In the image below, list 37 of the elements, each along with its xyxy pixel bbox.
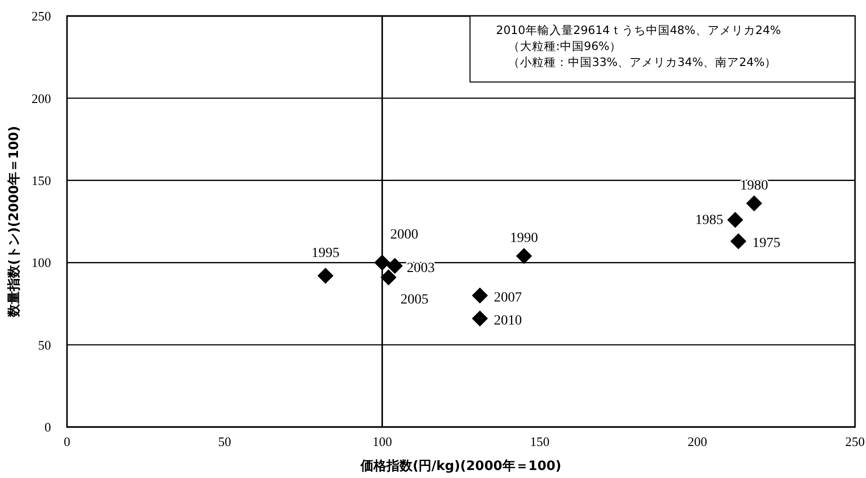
annotation: 2010	[494, 313, 522, 328]
y-tick-label: 0	[44, 420, 51, 435]
y-tick-label: 250	[32, 8, 51, 24]
annotation: （小粒種：中国33%、アメリカ34%、南ア24%）	[508, 55, 777, 69]
y-tick-label: 150	[32, 172, 51, 188]
point	[317, 268, 334, 284]
point	[374, 254, 390, 271]
annotation: 2003	[406, 260, 435, 276]
annotation: （大粒種:中国96%）	[508, 39, 622, 53]
y-axis-title: 数量指数(トン)(2000年＝100)	[7, 126, 22, 318]
point	[380, 269, 397, 286]
x-tick-label: 0	[64, 434, 70, 449]
x-tick-label: 250	[845, 434, 865, 449]
point	[386, 258, 403, 274]
annotation: 2007	[494, 290, 522, 306]
point	[472, 287, 488, 304]
annotation: 1975	[752, 236, 780, 252]
point	[516, 248, 532, 264]
x-tick-label: 150	[530, 434, 550, 449]
annotation: 2010年輸入量29614ｔうち中国48%、アメリカ24%	[496, 23, 782, 37]
annotation: 1995	[311, 246, 340, 261]
annotation: 1990	[510, 231, 538, 246]
y-tick-label: 100	[32, 255, 51, 270]
point	[746, 195, 762, 212]
annotation: 1980	[740, 178, 768, 194]
y-tick-label: 200	[32, 90, 51, 106]
annotation: 2005	[400, 292, 429, 308]
x-tick-label: 100	[372, 434, 392, 449]
y-tick-label: 50	[38, 337, 51, 352]
x-tick-label: 50	[218, 434, 232, 449]
annotation: 1985	[695, 212, 724, 228]
point	[727, 212, 744, 228]
point	[730, 233, 746, 250]
point	[472, 310, 488, 326]
x-axis-title: 価格指数(円/kg)(2000年＝100)	[360, 459, 562, 474]
x-tick-label: 200	[688, 434, 708, 449]
annotation: 2000	[390, 228, 418, 243]
